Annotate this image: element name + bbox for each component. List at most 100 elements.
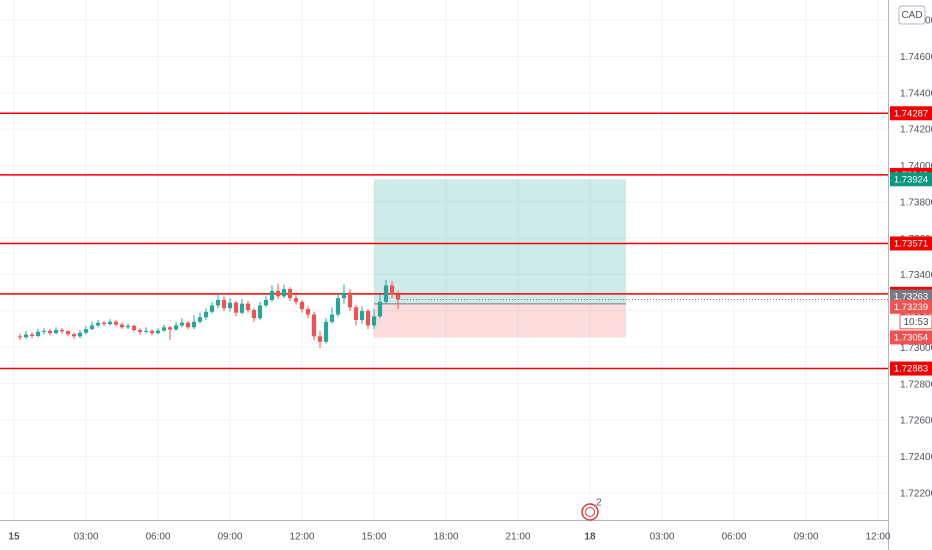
grid — [0, 0, 888, 520]
x-tick-label: 15:00 — [361, 532, 386, 543]
currency-button[interactable] — [898, 5, 926, 25]
candle-body — [269, 290, 275, 300]
x-tick-label: 21:00 — [505, 532, 530, 543]
candle-body — [173, 325, 179, 330]
event-icon-inner — [584, 507, 595, 517]
candle-body — [29, 334, 35, 336]
candle-body — [311, 314, 317, 337]
candle-body — [377, 301, 383, 317]
currency[interactable]: CAD — [901, 10, 922, 21]
candle-body — [155, 330, 161, 334]
level-price-tag: 1.73571 — [894, 238, 928, 249]
candle-body — [323, 321, 329, 342]
candle-body — [395, 294, 401, 300]
level-price-tag: 1.74287 — [894, 108, 928, 119]
stop-price-tag-bg — [890, 330, 932, 345]
candle-body — [53, 330, 59, 334]
candle-body — [197, 317, 203, 322]
candle-body — [305, 309, 311, 315]
candle-body — [137, 330, 143, 332]
x-tick-label: 09:00 — [217, 532, 242, 543]
candle-body — [251, 310, 257, 319]
candle-body — [233, 302, 239, 313]
y-tick-label: 1.73000 — [900, 343, 932, 354]
candle-body — [125, 325, 131, 328]
candle-body — [71, 334, 77, 337]
target-price-tag-bg — [890, 172, 932, 187]
candle-body — [281, 289, 287, 297]
candle-body — [365, 310, 371, 326]
candle-body — [113, 321, 119, 325]
x-tick-label: 18:00 — [433, 532, 458, 543]
candle-body — [239, 303, 245, 313]
candle-body — [35, 331, 41, 336]
candle-body — [317, 336, 323, 342]
candle-body — [185, 322, 191, 328]
event-icon — [581, 503, 599, 521]
candle-body — [221, 300, 227, 309]
x-tick-label: 06:00 — [721, 532, 746, 543]
candle-body — [227, 302, 233, 309]
candle-body — [335, 298, 341, 315]
entry-price-tag-bg — [890, 299, 932, 314]
candle-body — [95, 322, 101, 326]
y-tick-label: 1.72400 — [900, 452, 932, 463]
candle-body — [287, 289, 293, 299]
x-tick-label: 09:00 — [793, 532, 818, 543]
x-tick-label: 15 — [8, 532, 20, 543]
candle-body — [65, 331, 71, 335]
candle-body — [359, 310, 365, 320]
candle-body — [119, 324, 125, 328]
candle-body — [83, 329, 89, 333]
candle-body — [341, 292, 347, 299]
candle-body — [179, 322, 185, 326]
candle-body — [263, 300, 269, 306]
candle-body — [89, 325, 95, 330]
countdown: 10:53 — [903, 317, 928, 328]
event-badge: 2 — [596, 498, 602, 509]
x-tick-label: 12:00 — [865, 532, 890, 543]
candle-body — [347, 292, 353, 308]
candle-body — [293, 298, 299, 302]
candle-body — [191, 321, 197, 328]
y-tick-label: 1.72800 — [900, 379, 932, 390]
x-tick-label: 03:00 — [649, 532, 674, 543]
stop-zone — [373, 303, 626, 338]
y-tick-label: 1.74000 — [900, 161, 932, 172]
candle-body — [203, 311, 209, 318]
plot — [0, 112, 888, 370]
candle-body — [149, 330, 155, 334]
candle-body — [167, 327, 173, 330]
candle-body — [101, 322, 107, 324]
candle-body — [275, 290, 281, 297]
candle-body — [161, 327, 167, 331]
y-tick-label: 1.73400 — [900, 270, 932, 281]
entry-price-tag: 1.73239 — [894, 302, 928, 313]
axes: 1.72200 1.72400 1.72600 1.72800 1.73000 1.732… — [8, 16, 932, 543]
y-tick-label: 1.74200 — [900, 125, 932, 136]
candle-body — [17, 336, 23, 338]
candle-body — [245, 303, 251, 310]
candle-body — [47, 330, 53, 334]
candle-body — [353, 307, 359, 320]
stop-price-tag: 1.73054 — [894, 332, 928, 343]
countdown-bg — [899, 314, 932, 330]
candle-body — [389, 285, 395, 295]
x-tick-label: 06:00 — [145, 532, 170, 543]
candle-body — [59, 330, 65, 332]
candle-body — [257, 305, 263, 319]
x-tick-label: 03:00 — [73, 532, 98, 543]
y-tick-label: 1.72200 — [900, 488, 932, 499]
y-tick-label: 1.72600 — [900, 416, 932, 427]
target-price-tag: 1.73924 — [894, 174, 928, 185]
y-tick-label: 1.73800 — [900, 197, 932, 208]
candle-body — [143, 330, 149, 332]
candle-body — [41, 330, 47, 332]
target-zone — [373, 179, 626, 304]
level-price-tag-bg — [890, 106, 932, 121]
candle-body — [383, 285, 389, 302]
candle-body — [209, 305, 215, 312]
candle-body — [299, 301, 305, 310]
